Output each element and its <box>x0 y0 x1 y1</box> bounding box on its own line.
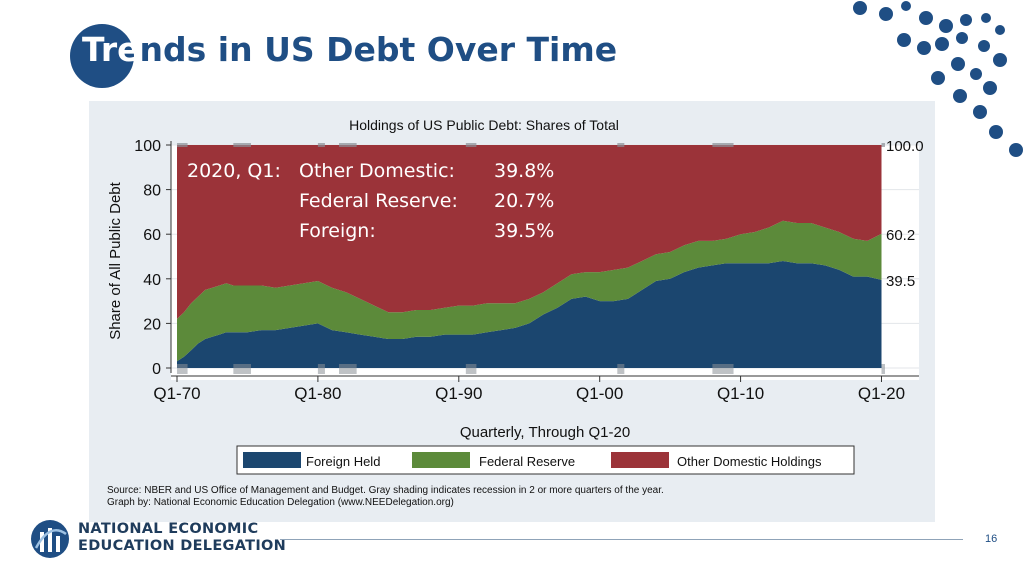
decorative-dot <box>917 41 931 55</box>
page-number: 16 <box>985 533 998 545</box>
decorative-dot <box>981 13 991 23</box>
decorative-dot <box>973 105 987 119</box>
end-label: 60.2 <box>886 227 915 244</box>
x-tick-label: Q1-90 <box>435 384 482 403</box>
decorative-dot <box>970 68 982 80</box>
annotation-prefix: 2020, Q1: <box>187 160 281 182</box>
recession-marker-bottom <box>617 364 625 374</box>
y-tick-label: 100 <box>134 138 161 155</box>
chart-title: Holdings of US Public Debt: Shares of To… <box>349 117 619 133</box>
decorative-dot <box>1009 143 1023 157</box>
title-circle-accent <box>70 24 134 88</box>
area-other-domestic-holdings <box>177 145 882 319</box>
org-name-line2: EDUCATION DELEGATION <box>78 538 287 554</box>
x-tick-label: Q1-70 <box>153 384 200 403</box>
org-name-line1: NATIONAL ECONOMIC <box>78 521 259 537</box>
x-tick-label: Q1-20 <box>858 384 905 403</box>
axes: 0 20 40 60 80 100 Q1-70 Q1-80 Q1-90 Q1-00 Q1-10 Q1-… <box>134 138 919 403</box>
recession-marker-top <box>881 143 885 147</box>
decorative-dot <box>897 33 911 47</box>
area-series <box>177 145 882 368</box>
decorative-dot <box>960 14 972 26</box>
legend-swatch-fed <box>412 452 470 468</box>
legend-label-foreign: Foreign Held <box>306 454 380 469</box>
decorative-dots <box>853 1 1023 157</box>
end-labels: 100.0 60.2 39.5 <box>886 138 924 290</box>
decorative-dot <box>978 40 990 52</box>
recession-marker-top <box>617 143 625 147</box>
area-foreign-held <box>177 261 882 368</box>
source-line-2: Graph by: National Economic Education De… <box>107 497 454 508</box>
title-highlight: Tre <box>82 30 140 69</box>
legend: Foreign Held Federal Reserve Other Domes… <box>236 445 855 475</box>
footer-divider <box>280 539 963 540</box>
recession-marker-bottom <box>465 364 477 374</box>
recession-marker-bottom <box>712 364 734 374</box>
y-tick-label: 40 <box>143 272 161 289</box>
source-line-1: Source: NBER and US Office of Management… <box>107 485 664 496</box>
end-label: 39.5 <box>886 273 915 290</box>
recession-ticks <box>177 143 885 374</box>
recession-marker-bottom <box>233 364 251 374</box>
recession-marker-top <box>177 143 188 147</box>
legend-label-fed: Federal Reserve <box>479 454 575 469</box>
recession-marker-bottom <box>881 364 885 374</box>
x-tick-label: Q1-10 <box>717 384 764 403</box>
recession-marker-bottom <box>339 364 357 374</box>
recession-marker-bottom <box>317 364 325 374</box>
decorative-dot <box>879 7 893 21</box>
y-axis-label: Share of All Public Debt <box>107 181 124 339</box>
legend-box <box>236 445 855 475</box>
decorative-dot <box>901 1 911 11</box>
decorative-dot <box>951 57 965 71</box>
annotation-label-fed: Federal Reserve: <box>299 190 458 212</box>
annotation-box: 2020, Q1: Other Domestic: 39.8% Federal … <box>187 160 554 242</box>
decorative-dot <box>995 25 1005 35</box>
legend-label-other: Other Domestic Holdings <box>677 454 822 469</box>
recession-marker-top <box>233 143 251 147</box>
recession-marker-top <box>465 143 477 147</box>
annotation-label-other: Other Domestic: <box>299 160 455 182</box>
decorative-dot <box>853 1 867 15</box>
x-tick-label: Q1-00 <box>576 384 623 403</box>
decorative-dot <box>919 11 933 25</box>
decorative-dot <box>935 37 949 51</box>
x-axis-label: Quarterly, Through Q1-20 <box>460 424 630 441</box>
decorative-dot <box>993 53 1007 67</box>
title-rest: nds in US Debt Over Time <box>139 30 618 69</box>
recession-marker-top <box>339 143 357 147</box>
decorative-dot <box>939 19 953 33</box>
x-tick-label: Q1-80 <box>294 384 341 403</box>
decorative-dot <box>953 89 967 103</box>
recession-marker-top <box>712 143 734 147</box>
debt-holdings-chart: 0 20 40 60 80 100 Q1-70 Q1-80 Q1-90 Q1-00 Q1-10 Q1-… <box>107 117 924 508</box>
decorative-dot <box>956 32 968 44</box>
y-tick-label: 0 <box>152 361 161 378</box>
chart-panel: 0 20 40 60 80 100 Q1-70 Q1-80 Q1-90 Q1-00 Q1-10 Q1-… <box>89 101 935 522</box>
need-logo-icon <box>31 520 69 558</box>
legend-swatch-other <box>611 452 669 468</box>
annotation-label-foreign: Foreign: <box>299 220 376 242</box>
end-label: 100.0 <box>886 138 924 155</box>
annotation-value-other: 39.8% <box>494 160 554 182</box>
y-tick-label: 20 <box>143 316 161 333</box>
recession-marker-top <box>317 143 325 147</box>
slide-title: Trends in US Debt Over Time <box>82 30 617 69</box>
recession-marker-bottom <box>177 364 188 374</box>
area-federal-reserve <box>177 220 882 362</box>
org-name: NATIONAL ECONOMIC EDUCATION DELEGATION <box>78 521 286 555</box>
decorative-dot <box>931 71 945 85</box>
annotation-value-foreign: 39.5% <box>494 220 554 242</box>
legend-swatch-foreign <box>243 452 301 468</box>
decorative-dot <box>989 125 1003 139</box>
annotation-value-fed: 20.7% <box>494 190 554 212</box>
decorative-dot <box>983 81 997 95</box>
y-tick-label: 60 <box>143 227 161 244</box>
y-tick-label: 80 <box>143 183 161 200</box>
